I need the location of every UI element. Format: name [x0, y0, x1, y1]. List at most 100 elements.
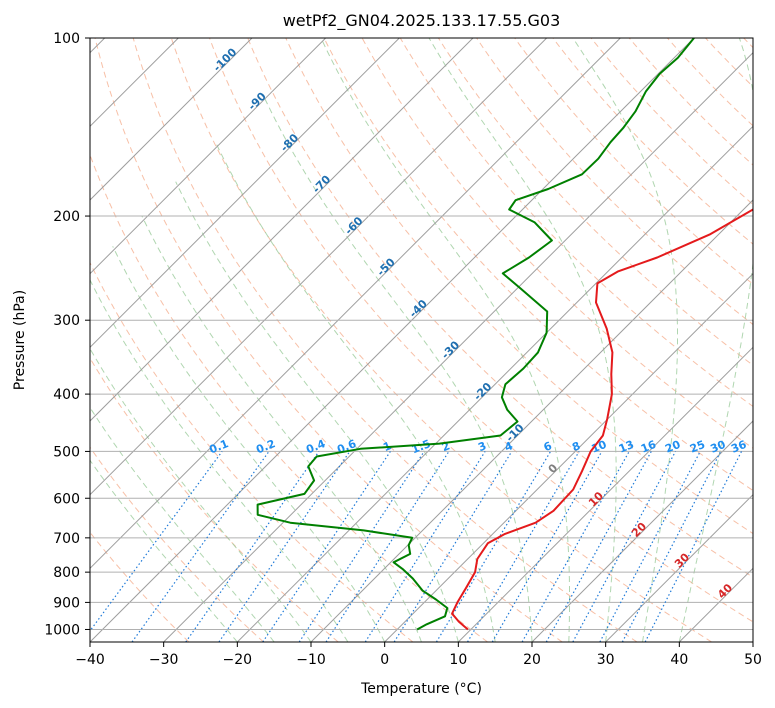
- moist-adiabat: [90, 278, 349, 642]
- mixing-ratio-line: [90, 451, 223, 632]
- isotherm-line: [384, 272, 753, 642]
- y-tick-label: 400: [53, 387, 80, 403]
- mixing-ratio-line: [364, 451, 486, 642]
- isotherm-line: [90, 38, 548, 496]
- moist-adiabat: [572, 38, 678, 642]
- dewpoint-line: [256, 38, 695, 631]
- dry-adiabat: [437, 38, 753, 366]
- moist-adiabat: [90, 347, 312, 642]
- isotherm-line: [90, 38, 621, 570]
- moist-adiabat: [320, 38, 570, 642]
- isotherm-label: -80: [278, 131, 301, 154]
- mixing-ratio-line: [393, 451, 513, 642]
- isotherm-line: [752, 641, 753, 642]
- y-tick-label: 100: [53, 31, 80, 47]
- isotherm-line: [163, 51, 753, 642]
- mixing-ratio-label: 25: [688, 438, 707, 456]
- x-tick-label: 40: [670, 652, 688, 668]
- moist-adiabat: [678, 38, 753, 642]
- dry-adiabat: [94, 38, 563, 642]
- dry-adiabat: [132, 38, 638, 642]
- isotherm-line: [310, 199, 753, 642]
- x-tick-label: 20: [523, 652, 541, 668]
- isotherm-label: -100: [211, 45, 240, 74]
- mixing-ratio-label: 10: [589, 438, 608, 456]
- x-tick-label: 10: [449, 652, 467, 668]
- isotherm-label: -30: [439, 338, 462, 361]
- y-tick-label: 300: [53, 313, 80, 329]
- isotherm-line: [236, 125, 753, 642]
- moist-adiabat: [262, 95, 533, 642]
- temperature-line: [451, 208, 753, 631]
- y-tick-label: 700: [53, 531, 80, 547]
- mixing-ratio-label: 6: [542, 439, 554, 454]
- y-tick-label: 200: [53, 209, 80, 225]
- y-tick-label: 1000: [44, 622, 80, 638]
- x-tick-label: 30: [597, 652, 615, 668]
- isotherm-label: -40: [407, 297, 430, 320]
- x-axis: −40 −30 −20 −10 0 10 20 30 40 50: [75, 642, 762, 668]
- mixing-ratio-line: [298, 451, 425, 642]
- mixing-ratio-line: [325, 451, 450, 642]
- isotherm-line: [531, 420, 753, 642]
- dry-adiabat: [552, 38, 753, 245]
- dry-adiabat: [705, 38, 753, 88]
- dry-adiabat: [247, 38, 753, 578]
- y-tick-label: 800: [53, 565, 80, 581]
- moist-adiabat: [428, 38, 617, 642]
- isotherm-line: [605, 493, 753, 642]
- mixing-ratio-line: [466, 451, 580, 642]
- isotherm-label: -70: [310, 172, 333, 195]
- dry-adiabat: [209, 38, 753, 623]
- moist-adiabat: [112, 246, 386, 642]
- x-tick-label: 0: [380, 652, 389, 668]
- isotherm-label: -90: [246, 90, 269, 113]
- x-tick-label: −40: [75, 652, 105, 668]
- background-lines: [90, 38, 753, 642]
- x-axis-label: Temperature (°C): [360, 681, 482, 697]
- isotherm-line: [90, 38, 253, 201]
- dry-adiabat: [399, 38, 753, 408]
- isotherm-label: 10: [586, 489, 606, 509]
- mixing-ratio-line: [435, 451, 552, 642]
- moist-adiabat: [175, 181, 459, 642]
- dry-adiabat: [590, 38, 753, 206]
- x-tick-label: −20: [223, 652, 253, 668]
- dry-adiabat: [628, 38, 753, 166]
- mixing-ratio-line: [545, 451, 652, 642]
- moist-adiabat: [90, 406, 275, 642]
- y-tick-label: 500: [53, 444, 80, 460]
- isotherm-label: -50: [375, 255, 398, 278]
- mixing-ratio-label: 16: [639, 438, 658, 456]
- y-axis-label: Pressure (hPa): [12, 290, 28, 390]
- dry-adiabat: [170, 38, 712, 642]
- line-labels: 0.1 0.2 0.4 0.6 1 1.5 2 3 4 6 8 10 13 16 20 25 30 36-100-…: [207, 45, 748, 601]
- mixing-ratio-line: [218, 451, 351, 642]
- isotherm-line: [678, 567, 753, 642]
- x-tick-label: −30: [149, 652, 179, 668]
- isotherm-line: [457, 346, 753, 642]
- isotherm-line: [90, 38, 400, 349]
- y-tick-label: 600: [53, 491, 80, 507]
- mixing-ratio-label: 3: [476, 439, 488, 454]
- dry-adiabat: [90, 261, 414, 642]
- mixing-ratio-label: 0.2: [254, 437, 277, 456]
- mixing-ratio-label: 36: [729, 438, 748, 456]
- isotherm-label: 30: [672, 550, 692, 570]
- dry-adiabat: [476, 38, 753, 326]
- mixing-ratio-label: 20: [663, 438, 682, 456]
- isotherm-line: [90, 38, 474, 422]
- isotherm-label: -20: [471, 380, 494, 403]
- dry-adiabat: [90, 357, 339, 642]
- plot-frame: [89, 37, 754, 643]
- dry-adiabat: [743, 38, 753, 49]
- mixing-ratio-line: [572, 451, 677, 642]
- y-tick-label: 900: [53, 595, 80, 611]
- mixing-ratio-label: 2: [440, 439, 452, 454]
- mixing-ratio-label: 0.1: [207, 437, 230, 456]
- mixing-ratio-line: [131, 451, 270, 642]
- x-tick-label: −10: [296, 652, 326, 668]
- dry-adiabat: [323, 38, 753, 492]
- mixing-ratio-line: [521, 451, 630, 642]
